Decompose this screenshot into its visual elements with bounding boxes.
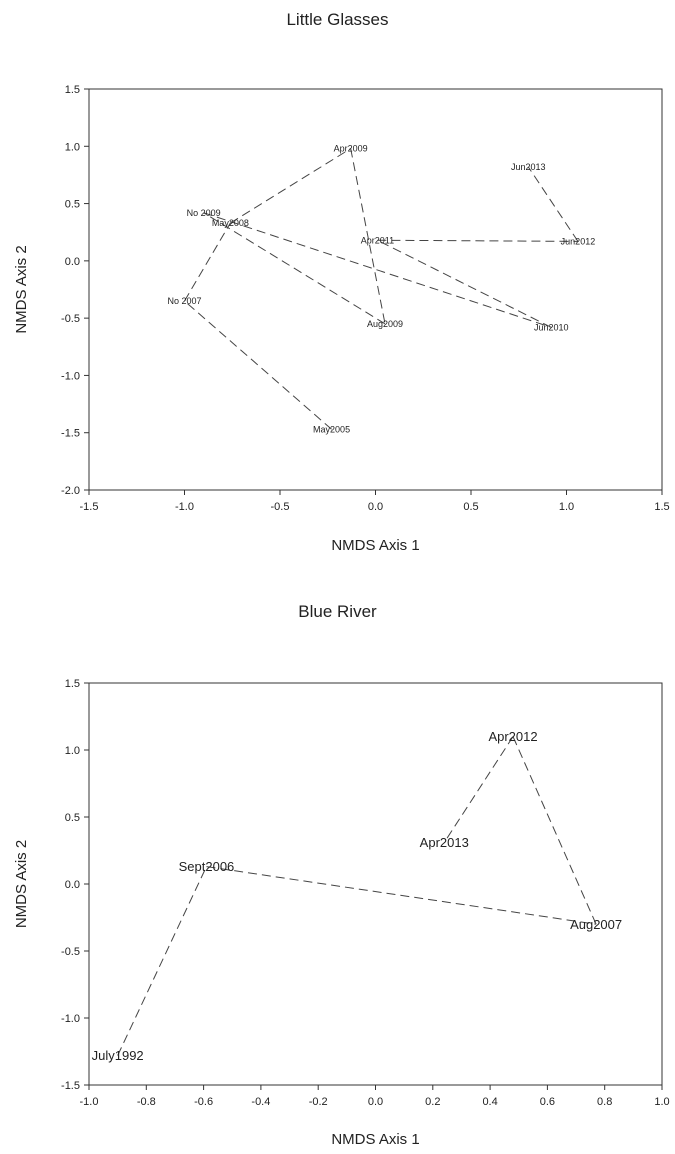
point-label: July1992 [92, 1048, 144, 1063]
plot-little-glasses: -1.5 -1.0 -0.5 0.0 0.5 1.0 1.5 1.5 1.0 0.5 0.0 -0.5… [13, 84, 670, 554]
trajectory-segment [117, 866, 207, 1056]
point-label: No 2007 [167, 296, 201, 306]
x-axis-label: NMDS Axis 1 [331, 537, 419, 554]
y-tick-label: 1.0 [65, 745, 80, 757]
y-tick-label: 0.0 [65, 256, 80, 268]
point-label: May2008 [212, 218, 249, 228]
x-tick-label: -1.0 [175, 501, 194, 513]
point-label: Apr2013 [420, 835, 469, 850]
y-tick-label: -0.5 [61, 313, 80, 325]
point-label: Aug2009 [367, 319, 403, 329]
x-tick-label: 0.2 [425, 1096, 440, 1108]
x-axis-label: NMDS Axis 1 [331, 1131, 419, 1148]
y-axis-label: NMDS Axis 2 [13, 245, 30, 333]
y-tick-label: 1.0 [65, 141, 80, 153]
point-label: Aug2007 [570, 917, 622, 932]
trajectory-segment [203, 212, 552, 328]
y-tick-label: 0.0 [65, 879, 80, 891]
point-label: May2005 [313, 424, 350, 434]
x-tick-label: -0.2 [309, 1096, 328, 1108]
x-tick-label: 0.5 [463, 501, 478, 513]
x-tick-label: 0.4 [482, 1096, 497, 1108]
chart-blue-river: Blue River -1.0 -0.8 -0.6 -0.4 -0.2 0.0 0.2 0.4… [0, 580, 675, 1154]
point-label: Jun2012 [561, 237, 596, 247]
x-tick-label: -0.8 [137, 1096, 156, 1108]
trajectory-segment [527, 166, 579, 242]
plot-frame [88, 682, 663, 1086]
y-tick-label: 1.5 [65, 84, 80, 96]
point-label: Apr2009 [334, 144, 368, 154]
x-tick-label: 0.0 [368, 1096, 383, 1108]
chart-little-glasses: Little Glasses -1.5 -1.0 -0.5 0.0 0.5 1.0 1.5 1… [0, 0, 675, 560]
y-tick-label: -1.0 [61, 1013, 80, 1025]
x-tick-label: -1.5 [80, 501, 99, 513]
trajectory-segment [184, 300, 332, 430]
y-tick-label: -1.0 [61, 370, 80, 382]
x-tick-label: -0.6 [194, 1096, 213, 1108]
y-tick-label: -0.5 [61, 946, 80, 958]
y-tick-label: 0.5 [65, 812, 80, 824]
plot-frame [88, 88, 663, 491]
x-tick-label: 0.0 [368, 501, 383, 513]
trajectory-segment [206, 866, 597, 925]
y-tick-label: -1.5 [61, 428, 80, 440]
x-tick-label: 1.0 [559, 501, 574, 513]
trajectory-segment [377, 239, 552, 328]
trajectory-segment [512, 736, 597, 925]
trajectory-segment [184, 222, 231, 302]
plot-blue-river: -1.0 -0.8 -0.6 -0.4 -0.2 0.0 0.2 0.4 0.6 0.8 1.0 1.… [13, 678, 670, 1148]
x-tick-label: 1.5 [654, 501, 669, 513]
x-tick-label: 0.8 [597, 1096, 612, 1108]
chart-title: Little Glasses [286, 10, 389, 29]
x-tick-label: -0.5 [271, 501, 290, 513]
y-tick-label: -1.5 [61, 1080, 80, 1092]
trajectory-segment [203, 212, 386, 325]
y-tick-label: 0.5 [65, 199, 80, 211]
chart-title: Blue River [298, 602, 377, 621]
trajectory-segment [230, 148, 351, 224]
y-tick-label: -2.0 [61, 485, 80, 497]
point-label: Jun2010 [534, 322, 569, 332]
y-tick-label: 1.5 [65, 678, 80, 690]
point-label: Sept2006 [179, 859, 235, 874]
y-axis-label: NMDS Axis 2 [13, 840, 30, 928]
point-label: Apr2012 [488, 729, 537, 744]
point-label: No 2009 [187, 208, 221, 218]
x-tick-label: 0.6 [540, 1096, 555, 1108]
trajectory-segment [350, 148, 386, 324]
trajectory-segment [377, 239, 578, 242]
point-label: Jun2013 [511, 162, 546, 172]
x-tick-label: -1.0 [80, 1096, 99, 1108]
x-tick-label: -0.4 [251, 1096, 270, 1108]
x-tick-label: 1.0 [654, 1096, 669, 1108]
trajectory-segment [443, 736, 514, 843]
point-label: Apr2011 [361, 235, 394, 245]
